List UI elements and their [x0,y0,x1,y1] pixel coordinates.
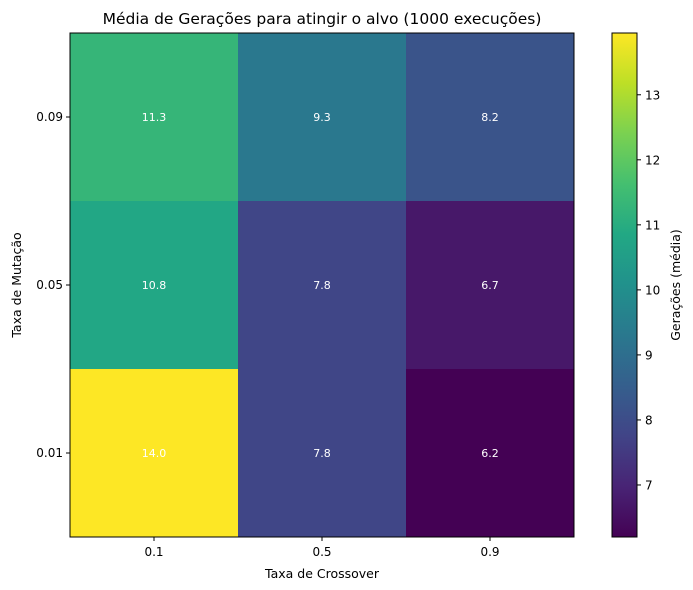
heatmap-cell [238,33,407,202]
cell-value-label: 14.0 [142,447,167,460]
heatmap-cell [70,33,239,202]
chart-title: Média de Gerações para atingir o alvo (1… [103,10,542,28]
colorbar-tick-label: 8 [645,413,653,427]
y-tick-label: 0.09 [36,110,63,124]
heatmap-cell [406,201,575,370]
cell-value-label: 8.2 [481,111,499,124]
x-tick-label: 0.1 [144,545,163,559]
cell-value-label: 6.2 [481,447,499,460]
y-tick-label: 0.05 [36,278,63,292]
colorbar-tick-label: 7 [645,478,653,492]
colorbar-ticks: 7 8 9 10 11 12 13 [637,88,660,492]
cell-value-label: 7.8 [313,279,331,292]
colorbar-tick-label: 11 [645,218,660,232]
cell-value-label: 7.8 [313,447,331,460]
colorbar-tick-label: 13 [645,88,660,102]
y-axis-label: Taxa de Mutação [9,232,24,338]
cell-value-label: 11.3 [142,111,167,124]
heatmap-cell [238,201,407,370]
x-axis-ticks: 0.1 0.5 0.9 [144,537,500,559]
x-tick-label: 0.9 [480,545,499,559]
heatmap-cell [70,201,239,370]
colorbar-tick-label: 10 [645,283,660,297]
y-tick-label: 0.01 [36,446,63,460]
heatmap-cell [238,369,407,538]
colorbar-tick-label: 9 [645,348,653,362]
heatmap-cell [406,369,575,538]
heatmap-cell [406,33,575,202]
y-axis-ticks: 0.09 0.05 0.01 [36,110,70,460]
x-axis-label: Taxa de Crossover [264,566,380,581]
colorbar-label: Gerações (média) [668,229,683,341]
cell-value-label: 9.3 [313,111,331,124]
cell-labels: 11.3 9.3 8.2 10.8 7.8 6.7 14.0 7.8 6.2 [142,111,499,460]
cell-value-label: 10.8 [142,279,167,292]
cell-value-label: 6.7 [481,279,499,292]
heatmap-cells [70,33,575,538]
heatmap-cell [70,369,239,538]
x-tick-label: 0.5 [312,545,331,559]
colorbar [611,32,638,538]
colorbar-tick-label: 12 [645,153,660,167]
